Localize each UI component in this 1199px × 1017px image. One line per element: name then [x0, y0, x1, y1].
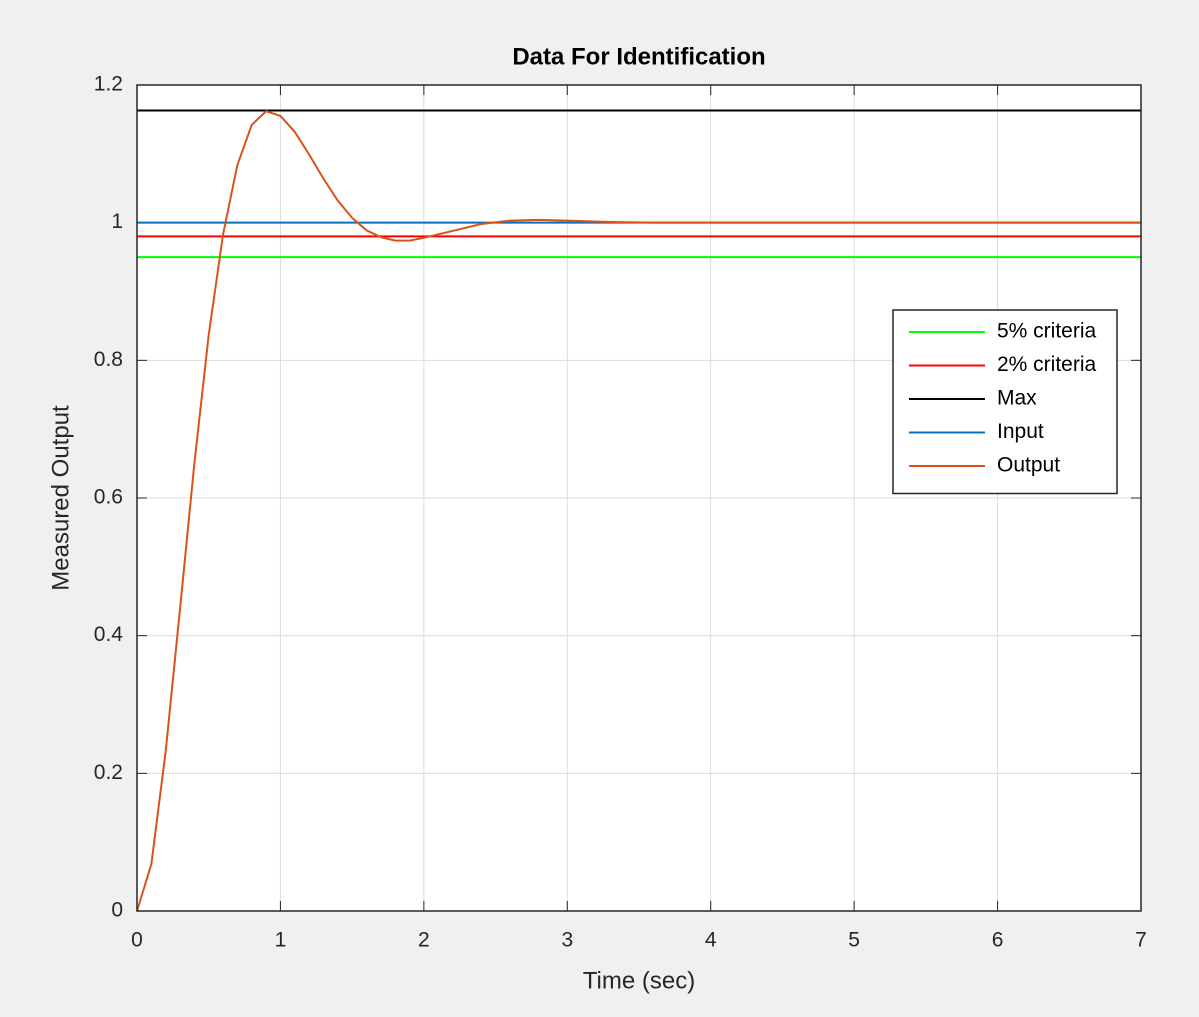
y-tick-label: 0.2	[94, 761, 123, 784]
legend-label: Max	[997, 387, 1037, 410]
x-tick-label: 2	[418, 929, 430, 952]
x-tick-label: 6	[992, 929, 1004, 952]
y-tick-label: 0	[111, 899, 123, 922]
x-tick-label: 7	[1135, 929, 1147, 952]
y-tick-label: 1.2	[94, 73, 123, 96]
plot-frame	[136, 84, 1142, 912]
legend-box	[892, 309, 1118, 495]
y-tick-label: 1	[111, 210, 123, 233]
y-tick-label: 0.8	[94, 348, 123, 371]
y-tick-label: 0.6	[94, 486, 123, 509]
chart-title: Data For Identification	[512, 43, 765, 70]
x-tick-label: 1	[275, 929, 287, 952]
legend-label: 2% criteria	[997, 353, 1097, 376]
x-tick-label: 0	[131, 929, 143, 952]
x-tick-label: 4	[705, 929, 717, 952]
legend-label: 5% criteria	[997, 320, 1097, 343]
y-tick-label: 0.4	[94, 623, 124, 646]
x-axis-label: Time (sec)	[583, 967, 695, 994]
y-axis-label: Measured Output	[47, 405, 74, 591]
line-series	[136, 110, 1141, 912]
x-tick-label: 3	[561, 929, 573, 952]
legend-label: Output	[997, 454, 1060, 477]
x-tick-label: 5	[848, 929, 860, 952]
legend-label: Input	[997, 420, 1044, 443]
